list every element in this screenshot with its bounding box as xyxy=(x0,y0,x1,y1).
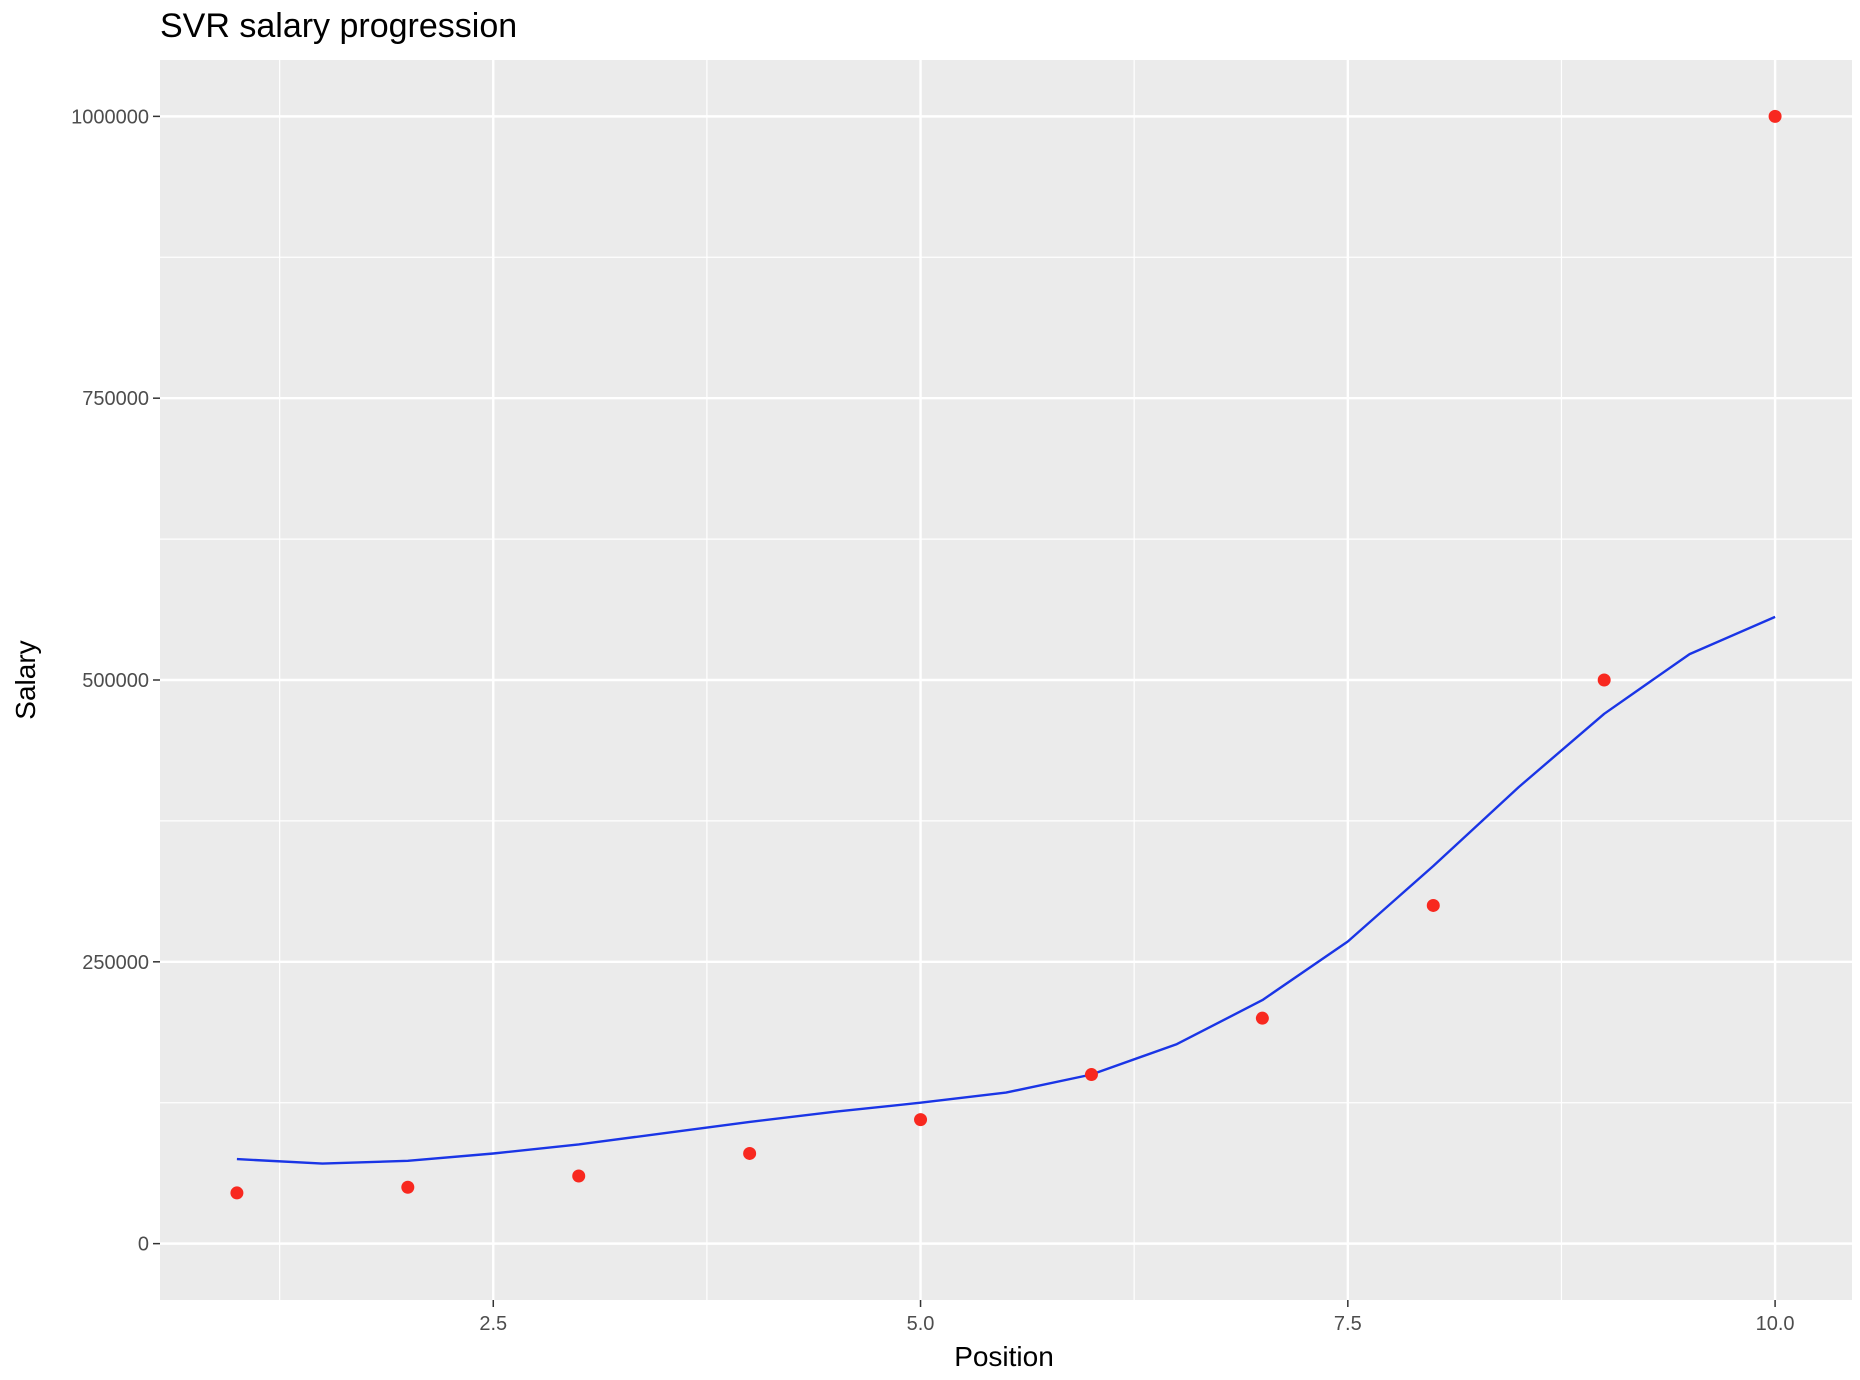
x-tick-label: 2.5 xyxy=(479,1313,507,1335)
data-point xyxy=(1597,673,1611,687)
data-point xyxy=(401,1180,415,1194)
x-axis-title: Position xyxy=(954,1341,1054,1372)
y-tick-label: 750000 xyxy=(82,388,149,410)
y-tick-label: 250000 xyxy=(82,952,149,974)
chart-title: SVR salary progression xyxy=(160,7,517,45)
data-point xyxy=(1255,1011,1269,1025)
y-axis-title: Salary xyxy=(10,640,41,719)
x-tick-label: 5.0 xyxy=(907,1313,935,1335)
x-tick-label: 7.5 xyxy=(1334,1313,1362,1335)
data-point xyxy=(1084,1068,1098,1082)
data-point xyxy=(572,1169,586,1183)
data-point xyxy=(1768,109,1782,123)
data-point xyxy=(1426,898,1440,912)
data-point xyxy=(230,1186,244,1200)
y-axis: 0 250000 500000 750000 1000000 xyxy=(71,106,160,1256)
data-point xyxy=(914,1113,928,1127)
major-gridlines xyxy=(160,60,1852,1300)
x-axis: 2.5 5.0 7.5 10.0 xyxy=(479,1300,1795,1335)
y-tick-label: 1000000 xyxy=(71,106,149,128)
x-tick-label: 10.0 xyxy=(1756,1313,1795,1335)
y-tick-label: 0 xyxy=(138,1234,149,1256)
data-point xyxy=(743,1146,757,1160)
regression-line xyxy=(236,615,1776,1165)
series-layer xyxy=(230,109,1782,1200)
y-tick-label: 500000 xyxy=(82,670,149,692)
